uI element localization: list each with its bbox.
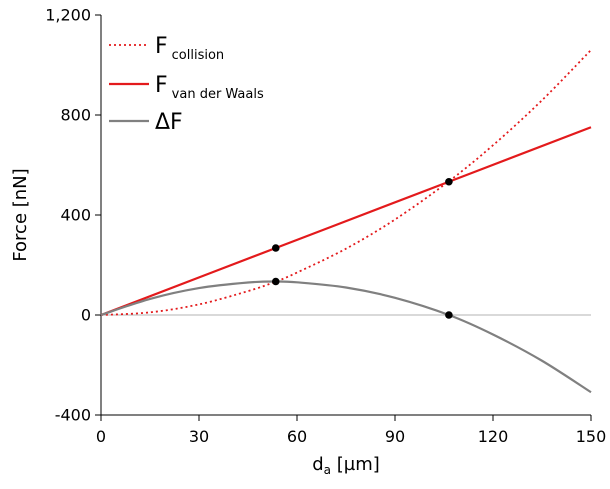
x-tick-label: 30 (189, 427, 209, 446)
legend-label-3: ΔF (155, 110, 183, 135)
series-line-3 (100, 280, 592, 394)
y-axis-title: Force [nN] (10, 168, 31, 261)
series-layer (100, 49, 592, 394)
x-axis-title-sub: a (324, 463, 331, 477)
x-axis-title-main: d (312, 454, 323, 475)
x-tick-label: 120 (478, 427, 509, 446)
x-tick-label: 150 (576, 427, 607, 446)
intersection-marker (271, 244, 280, 252)
legend-label-main: F (155, 34, 168, 59)
x-tick-label: 90 (385, 427, 405, 446)
x-tick-label: 60 (287, 427, 307, 446)
y-tick-label: 800 (60, 106, 91, 125)
series-line-2 (100, 126, 592, 317)
legend-label-main: F (155, 73, 168, 98)
y-tick-label: -400 (55, 406, 91, 425)
legend-label-sub: collision (172, 48, 225, 63)
intersection-marker (445, 311, 453, 319)
y-tick-label: 400 (60, 206, 91, 225)
x-axis-title-suffix: [µm] (331, 454, 380, 475)
intersection-marker (445, 177, 453, 186)
legend-label-sub: van der Waals (172, 87, 264, 102)
axes: -400 0 400 800 1,200 0 30 60 90 120 150 (45, 6, 606, 447)
y-tick-label: 1,200 (45, 6, 91, 25)
legend-label-main: ΔF (155, 110, 183, 135)
x-axis-title: da [µm] (312, 454, 380, 477)
marker-layer (271, 177, 453, 319)
intersection-marker (271, 277, 280, 286)
y-tick-label: 0 (81, 306, 91, 325)
x-tick-label: 0 (96, 427, 106, 446)
